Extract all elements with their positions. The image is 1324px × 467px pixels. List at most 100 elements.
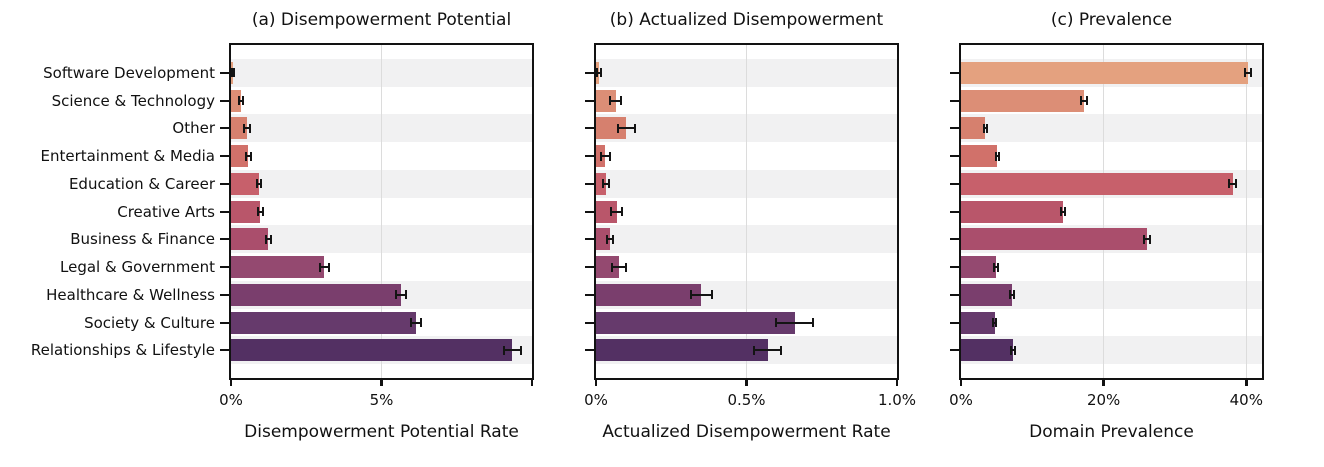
error-bar-cap	[1243, 68, 1246, 78]
error-bar	[1060, 210, 1066, 213]
grid-line	[380, 45, 383, 378]
bar	[596, 89, 616, 112]
category-label: Legal & Government	[60, 258, 215, 276]
x-tick	[380, 378, 383, 386]
error-bar-cap	[1009, 290, 1012, 300]
error-bar-cap	[608, 151, 611, 161]
error-bar-cap	[264, 234, 267, 244]
plot-area	[594, 43, 899, 380]
bar	[596, 256, 620, 278]
bar	[961, 89, 1084, 112]
y-tick	[220, 321, 229, 324]
error-bar	[1244, 71, 1251, 74]
y-tick	[585, 266, 594, 268]
error-bar-cap	[993, 262, 996, 272]
x-tick-label: 0.5%	[727, 391, 766, 409]
error-bar	[239, 99, 244, 102]
bar	[596, 228, 611, 251]
error-bar	[319, 266, 329, 268]
error-bar-cap	[231, 68, 233, 78]
category-label: Relationships & Lifestyle	[30, 341, 215, 360]
error-bar-cap	[1235, 179, 1238, 189]
error-bar	[1010, 293, 1015, 296]
error-bar	[596, 71, 602, 74]
y-tick	[585, 182, 594, 185]
bar	[231, 311, 417, 334]
x-tick	[229, 378, 233, 386]
bar	[231, 145, 249, 167]
bar	[231, 256, 325, 278]
category-label: Software Development	[43, 63, 215, 82]
error-bar	[1080, 99, 1087, 102]
bar	[961, 145, 998, 167]
x-tick	[1245, 378, 1248, 386]
error-bar-cap	[1059, 207, 1062, 216]
bar	[961, 228, 1148, 251]
x-tick-label: 20%	[1086, 391, 1121, 409]
error-bar-cap	[1249, 68, 1252, 78]
error-bar	[231, 71, 234, 74]
x-tick	[745, 378, 748, 386]
y-tick	[950, 210, 959, 213]
error-bar-cap	[752, 345, 755, 355]
error-bar-cap	[994, 151, 997, 161]
error-bar-cap	[1149, 234, 1152, 244]
error-bar-cap	[611, 262, 614, 272]
error-bar-cap	[242, 123, 245, 133]
error-bar-cap	[269, 234, 272, 244]
bar	[961, 311, 995, 334]
bar	[231, 172, 259, 195]
x-tick	[959, 378, 963, 386]
error-bar-cap	[420, 318, 423, 327]
error-bar-cap	[250, 151, 253, 161]
plot-area	[959, 43, 1264, 380]
error-bar-cap	[257, 207, 260, 216]
error-bar-cap	[991, 318, 994, 327]
y-tick	[950, 266, 959, 268]
y-tick	[950, 182, 959, 185]
error-bar-cap	[596, 68, 598, 78]
x-tick	[1102, 378, 1105, 386]
error-bar	[1010, 349, 1016, 352]
x-tick-label: 0%	[949, 391, 973, 409]
bar	[596, 200, 617, 223]
y-tick	[220, 349, 229, 352]
y-tick	[950, 71, 959, 74]
error-bar-cap	[259, 179, 262, 189]
bar	[596, 117, 627, 140]
error-bar-cap	[998, 151, 1001, 161]
category-label: Science & Technology	[51, 91, 215, 110]
error-bar	[504, 349, 521, 352]
x-tick-label: 40%	[1229, 391, 1263, 409]
error-bar	[396, 293, 406, 296]
y-tick	[585, 321, 594, 324]
y-tick	[950, 238, 959, 241]
error-bar-cap	[996, 262, 999, 272]
error-bar	[258, 210, 263, 213]
bar	[231, 283, 402, 306]
error-bar-cap	[1064, 207, 1067, 216]
x-tick-label: 0%	[584, 391, 608, 409]
error-bar-cap	[261, 207, 264, 216]
x-tick-label: 1.0%	[877, 391, 917, 409]
y-tick	[585, 99, 594, 102]
error-bar-cap	[1228, 179, 1231, 189]
error-bar-cap	[982, 123, 985, 133]
error-bar	[995, 155, 1000, 157]
bar	[961, 200, 1063, 223]
y-tick	[585, 210, 594, 213]
error-bar-cap	[503, 345, 506, 355]
y-tick	[220, 182, 229, 185]
bar	[961, 283, 1013, 306]
error-bar	[603, 182, 609, 185]
y-tick	[585, 238, 594, 241]
y-tick	[950, 349, 959, 352]
bar	[961, 117, 986, 140]
y-tick	[220, 155, 229, 157]
error-bar-cap	[609, 96, 612, 105]
error-bar	[610, 99, 622, 102]
error-bar	[994, 266, 998, 268]
error-bar	[983, 127, 987, 130]
error-bar-cap	[1079, 96, 1082, 105]
